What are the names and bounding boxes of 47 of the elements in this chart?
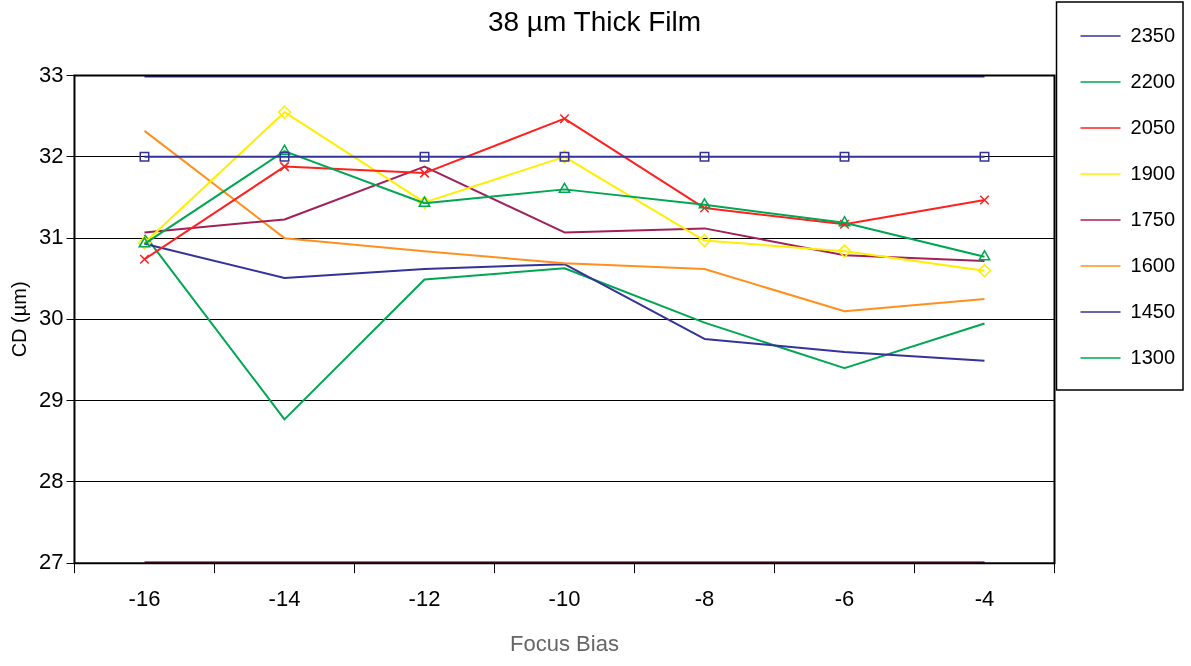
point (838, 215, 851, 227)
point (558, 182, 571, 194)
point (699, 151, 710, 162)
x-axis-title: Focus Bias (510, 630, 619, 656)
legend-label: 2050 (1130, 115, 1176, 138)
legend-label: 1600 (1130, 253, 1176, 276)
x-tick-label: -10 (548, 586, 581, 612)
point (839, 151, 850, 162)
point (139, 151, 150, 162)
legend-label: 1900 (1130, 161, 1176, 184)
x-tick-label: -16 (128, 586, 161, 612)
point (977, 263, 992, 278)
y-tick-label: 32 (38, 142, 64, 168)
legend-label: 2200 (1130, 69, 1176, 92)
legend-label: 2350 (1130, 23, 1176, 46)
chart-title: 38 µm Thick Film (487, 5, 702, 37)
y-axis-title: CD (µm) (7, 281, 30, 358)
y-tick-label: 29 (38, 386, 64, 412)
point (979, 194, 990, 205)
point (699, 203, 710, 214)
point (837, 244, 852, 258)
x-tick-label: -14 (268, 586, 301, 612)
point (279, 161, 290, 172)
point (279, 151, 290, 162)
point (419, 151, 430, 162)
point (278, 144, 291, 155)
y-tick-label: 27 (38, 549, 64, 575)
point (277, 105, 292, 119)
x-tick-label: -6 (834, 586, 855, 612)
legend-label: 1450 (1130, 299, 1176, 322)
x-tick-label: -8 (694, 586, 715, 612)
x-tick-label: -4 (974, 586, 995, 612)
point (139, 254, 150, 265)
point (419, 168, 430, 179)
y-tick-label: 28 (38, 468, 64, 493)
legend-label: 1300 (1130, 345, 1176, 368)
point (559, 113, 570, 124)
legend-label: 1750 (1130, 207, 1176, 230)
point (979, 151, 990, 162)
x-tick-label: -12 (408, 586, 441, 612)
y-tick-label: 31 (38, 224, 64, 250)
y-tick-label: 33 (38, 61, 64, 87)
y-tick-label: 30 (38, 305, 64, 331)
point (978, 250, 991, 261)
point (697, 233, 712, 248)
point (698, 198, 711, 209)
point (839, 219, 850, 230)
